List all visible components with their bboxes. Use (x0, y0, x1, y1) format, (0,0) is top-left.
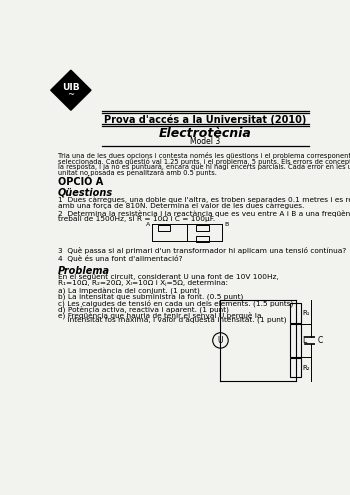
Text: a) La impedància del conjunt. (1 punt): a) La impedància del conjunt. (1 punt) (58, 288, 199, 295)
Text: UIB: UIB (62, 83, 80, 92)
Text: 4  Què és una font d'alimentació?: 4 Què és una font d'alimentació? (58, 255, 182, 262)
Bar (290, 303, 301, 323)
Text: Problema: Problema (58, 266, 110, 276)
Text: ~: ~ (67, 90, 74, 99)
Text: L: L (303, 336, 307, 345)
Text: Qüestions: Qüestions (58, 188, 113, 198)
Bar (290, 358, 301, 377)
Text: seleccionada. Cada qüestió val 1.25 punts, i el problema, 5 punts. Els errors de: seleccionada. Cada qüestió val 1.25 punt… (58, 157, 350, 164)
Text: unitat no posada es penalitzarà amb 0.5 punts.: unitat no posada es penalitzarà amb 0.5 … (58, 169, 217, 176)
Bar (196, 236, 209, 242)
Text: B: B (224, 222, 229, 227)
Text: amb una força de 810N. Determina el valor de les dues càrregues.: amb una força de 810N. Determina el valo… (58, 202, 304, 209)
Bar (196, 225, 209, 231)
Text: En el següent circuit, considerant U una font de 10V 100Hz,: En el següent circuit, considerant U una… (58, 274, 279, 280)
Text: la resposta, i ja no es puntuarà, encara que hi hagi encerts parcials. Cada erro: la resposta, i ja no es puntuarà, encara… (58, 163, 350, 170)
Text: OPCIÓ A: OPCIÓ A (58, 177, 103, 187)
Text: 3  Què passa si al primari d'un transformador hi aplicam una tensió contínua?: 3 Què passa si al primari d'un transform… (58, 248, 346, 254)
Text: Prova d'accés a la Universitat (2010): Prova d'accés a la Universitat (2010) (104, 114, 307, 125)
Text: b) La intensitat que subministra la font. (0.5 punt): b) La intensitat que subministra la font… (58, 294, 243, 300)
Text: 1  Dues càrregues, una doble que l'altra, es troben separades 0.1 metres i es re: 1 Dues càrregues, una doble que l'altra,… (58, 197, 350, 203)
Text: 2  Determina la resistència i la reactància que es veu entre A i B a una freqüèn: 2 Determina la resistència i la reactànc… (58, 210, 350, 217)
Text: R₁=10Ω, R₂=20Ω, Xₗ=10Ω i Xⱼ=5Ω, determina:: R₁=10Ω, R₂=20Ω, Xₗ=10Ω i Xⱼ=5Ω, determin… (58, 280, 228, 286)
Bar (290, 324, 301, 356)
Bar (158, 225, 170, 231)
Text: C: C (318, 336, 323, 345)
Text: R₂: R₂ (303, 365, 310, 371)
Text: treball de 1500Hz, si R = 10Ω i C = 100μF.: treball de 1500Hz, si R = 10Ω i C = 100μ… (58, 216, 215, 222)
Text: Model 3: Model 3 (190, 137, 220, 146)
Text: d) Potència activa, reactiva i aparent. (1 punt): d) Potència activa, reactiva i aparent. … (58, 305, 229, 313)
Text: Electrotècnia: Electrotècnia (159, 127, 252, 140)
Text: Tria una de les dues opcions i contesta només les qüestions i el problema corres: Tria una de les dues opcions i contesta … (58, 152, 350, 159)
Text: R₁: R₁ (303, 310, 310, 316)
Text: A: A (146, 222, 150, 227)
Text: e) Freqüència que hauria de tenir el senyal U perquè la: e) Freqüència que hauria de tenir el sen… (58, 311, 261, 319)
Text: c) Les caigudes de tensió en cada un dels elements. (1.5 punts): c) Les caigudes de tensió en cada un del… (58, 299, 293, 307)
Text: U: U (218, 336, 223, 345)
Polygon shape (51, 70, 91, 110)
Text: intensitat fos màxima, i valor d'aquesta intensitat. (1 punt): intensitat fos màxima, i valor d'aquesta… (58, 317, 286, 324)
